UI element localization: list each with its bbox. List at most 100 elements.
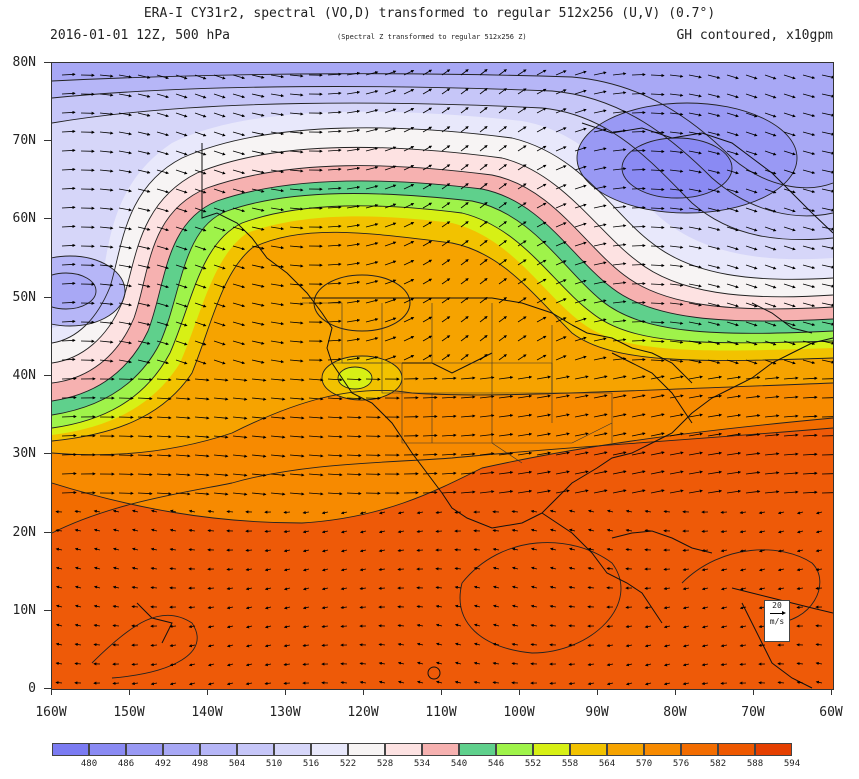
wind-vector	[289, 435, 305, 439]
wind-vector	[574, 146, 587, 152]
wind-vector	[327, 129, 342, 133]
wind-vector	[194, 359, 207, 365]
wind-vector	[194, 264, 207, 270]
wind-vector	[213, 93, 226, 99]
lon-tick	[285, 689, 286, 695]
wind-vector	[593, 147, 607, 152]
wind-vector	[93, 528, 101, 532]
wind-vector	[327, 397, 343, 401]
wind-vector	[764, 471, 780, 475]
wind-vector	[327, 72, 342, 76]
wind-vector	[346, 261, 361, 266]
wind-vector	[232, 378, 248, 382]
wind-vector	[758, 511, 766, 515]
wind-vector	[403, 241, 415, 247]
wind-vector	[593, 185, 607, 190]
wind-vector	[745, 490, 761, 494]
wind-vector	[783, 226, 796, 232]
wind-vector	[479, 183, 488, 190]
wind-vector	[650, 130, 665, 135]
wind-vector	[454, 566, 462, 571]
wind-vector	[625, 605, 633, 609]
wind-vector	[156, 454, 172, 458]
wind-vector	[194, 492, 210, 496]
wind-vector	[283, 529, 291, 534]
wind-vector	[802, 471, 818, 475]
wind-vector	[555, 127, 567, 133]
wind-vector	[739, 530, 747, 534]
wind-vector	[726, 207, 739, 213]
wind-vector	[555, 413, 570, 418]
wind-vector	[441, 259, 451, 266]
wind-vector	[289, 340, 304, 344]
wind-vector	[612, 489, 627, 494]
wind-vector	[289, 321, 304, 325]
wind-vector	[555, 432, 570, 437]
wind-vector	[745, 321, 758, 327]
wind-vector	[422, 88, 433, 95]
map-panel	[51, 62, 834, 690]
wind-vector	[669, 207, 684, 211]
wind-vector	[574, 222, 587, 228]
wind-vector	[707, 302, 721, 307]
wind-vector	[688, 340, 702, 345]
wind-vector	[460, 88, 469, 95]
colorbar-label: 504	[228, 759, 246, 769]
lat-tick	[44, 62, 51, 63]
wind-vector	[498, 278, 507, 285]
colorbar-swatch	[607, 743, 644, 756]
wind-vector	[321, 511, 329, 515]
wind-vector	[131, 528, 139, 532]
wind-vector	[517, 221, 527, 228]
wind-vector	[327, 262, 342, 266]
wind-vector	[61, 167, 76, 172]
wind-vector	[359, 549, 367, 553]
wind-vector	[422, 145, 433, 152]
wind-vector	[720, 549, 728, 553]
wind-vector	[764, 188, 777, 194]
wind-vector	[245, 567, 253, 572]
wind-vector	[61, 490, 77, 495]
wind-vector	[441, 240, 451, 247]
wind-vector	[422, 278, 433, 285]
wind-vector	[61, 471, 77, 476]
wind-vector	[156, 112, 169, 118]
wind-vector	[574, 451, 589, 456]
wind-vector	[688, 226, 702, 231]
wind-vector	[745, 93, 758, 99]
wind-vector	[131, 509, 139, 513]
wind-vector	[460, 202, 469, 209]
wind-vector	[517, 107, 527, 114]
wind-vector	[112, 566, 120, 570]
wind-vector	[568, 566, 576, 570]
wind-vector	[517, 126, 527, 133]
wind-vector	[669, 470, 684, 475]
wind-vector	[194, 321, 207, 327]
wind-vector	[701, 529, 709, 533]
wind-vector	[251, 473, 267, 477]
wind-vector	[251, 435, 267, 439]
wind-vector	[802, 150, 816, 156]
wind-vector	[606, 528, 614, 532]
wind-vector	[631, 129, 646, 134]
wind-vector	[384, 317, 397, 323]
colorbar-swatch	[200, 743, 237, 756]
colorbar-swatch	[89, 743, 126, 756]
wind-vector	[745, 207, 758, 213]
wind-vector	[194, 378, 210, 382]
wind-vector	[112, 528, 120, 532]
wind-vector	[397, 548, 405, 553]
wind-vector	[251, 397, 267, 401]
wind-vector	[549, 566, 557, 570]
wind-vector	[156, 435, 172, 439]
wind-vector	[536, 69, 547, 76]
wind-vector	[498, 240, 507, 247]
wind-vector	[802, 169, 816, 175]
wind-vector	[270, 359, 285, 364]
wind-vector	[479, 221, 488, 228]
wind-vector	[536, 316, 547, 323]
wind-vector	[118, 112, 132, 117]
wind-vector	[739, 568, 747, 572]
wind-vector	[251, 321, 265, 326]
wind-vector	[644, 509, 652, 513]
